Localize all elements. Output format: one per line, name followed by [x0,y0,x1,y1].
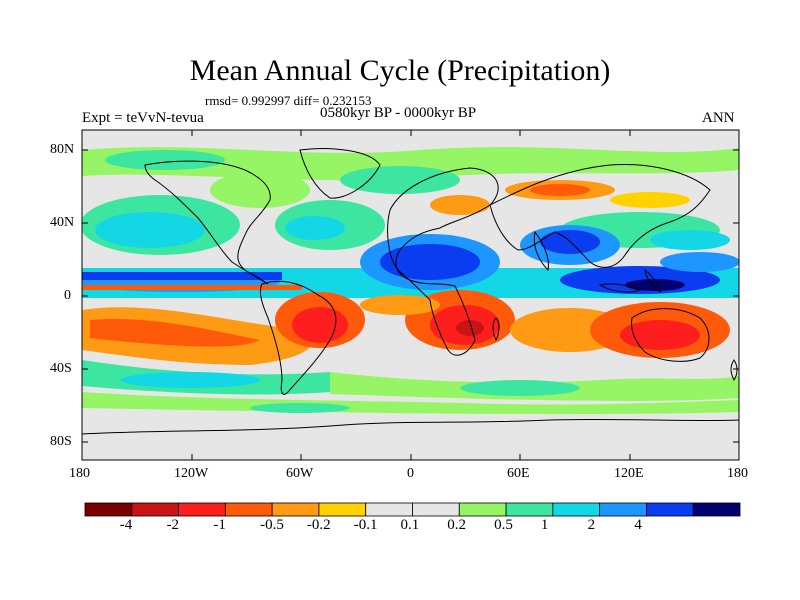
lon-label-60e: 60E [507,466,530,481]
colorbar-label: 2 [587,517,596,533]
colorbar-swatch [412,502,460,517]
colorbar-swatch [271,502,320,517]
colorbar-label: -0.5 [260,517,284,533]
lon-label-180e: 180 [727,466,748,481]
colorbar-swatch [84,502,133,517]
lat-label-80s: 80S [50,434,72,449]
lat-label-0: 0 [64,288,71,303]
lat-tick-marks [82,149,739,443]
lon-tick-marks [81,130,740,460]
colorbar-label: 0.5 [494,517,513,533]
colorbar-label: -0.2 [306,517,331,533]
colorbar-swatch [365,502,413,517]
lon-label-0: 0 [407,466,414,481]
colorbar-swatch [599,502,647,517]
colorbar-swatch [692,502,741,517]
season-label: ANN [702,110,735,126]
colorbar-swatch [178,502,226,517]
rmsd-diff-stats: rmsd= 0.992997 diff= 0.232153 [205,93,372,108]
map-title: Mean Annual Cycle (Precipitation) [189,54,611,87]
precipitation-field [82,130,739,460]
lat-label-40n: 40N [50,215,75,230]
colorbar-swatch [318,502,367,517]
colorbar-label: 1 [540,517,549,533]
colorbar-swatch [646,502,694,517]
colorbar-label: -1 [213,517,226,533]
colorbar-label: 0.2 [447,517,467,533]
colorbar-label: -4 [119,517,133,533]
lat-label-40s: 40S [50,361,72,376]
colorbar [84,502,741,517]
period-label: 0580kyr BP - 0000kyr BP [320,105,477,121]
colorbar-swatch [505,502,554,517]
experiment-label: Expt = teVvN-tevua [82,110,204,126]
lon-label-120e: 120E [614,466,644,481]
coastlines [82,148,739,435]
colorbar-swatch [131,502,179,517]
lat-label-80n: 80N [50,142,75,157]
colorbar-swatch [458,502,507,517]
lon-label-60w: 60W [286,466,314,481]
colorbar-label: -2 [166,517,180,533]
lon-label-120w: 120W [174,466,209,481]
colorbar-swatch [552,502,601,517]
colorbar-label: -0.1 [353,517,378,533]
colorbar-label: 0.1 [400,517,420,533]
colorbar-swatch [224,502,273,517]
colorbar-label: 4 [634,517,642,533]
lon-label-180w: 180 [69,466,90,481]
